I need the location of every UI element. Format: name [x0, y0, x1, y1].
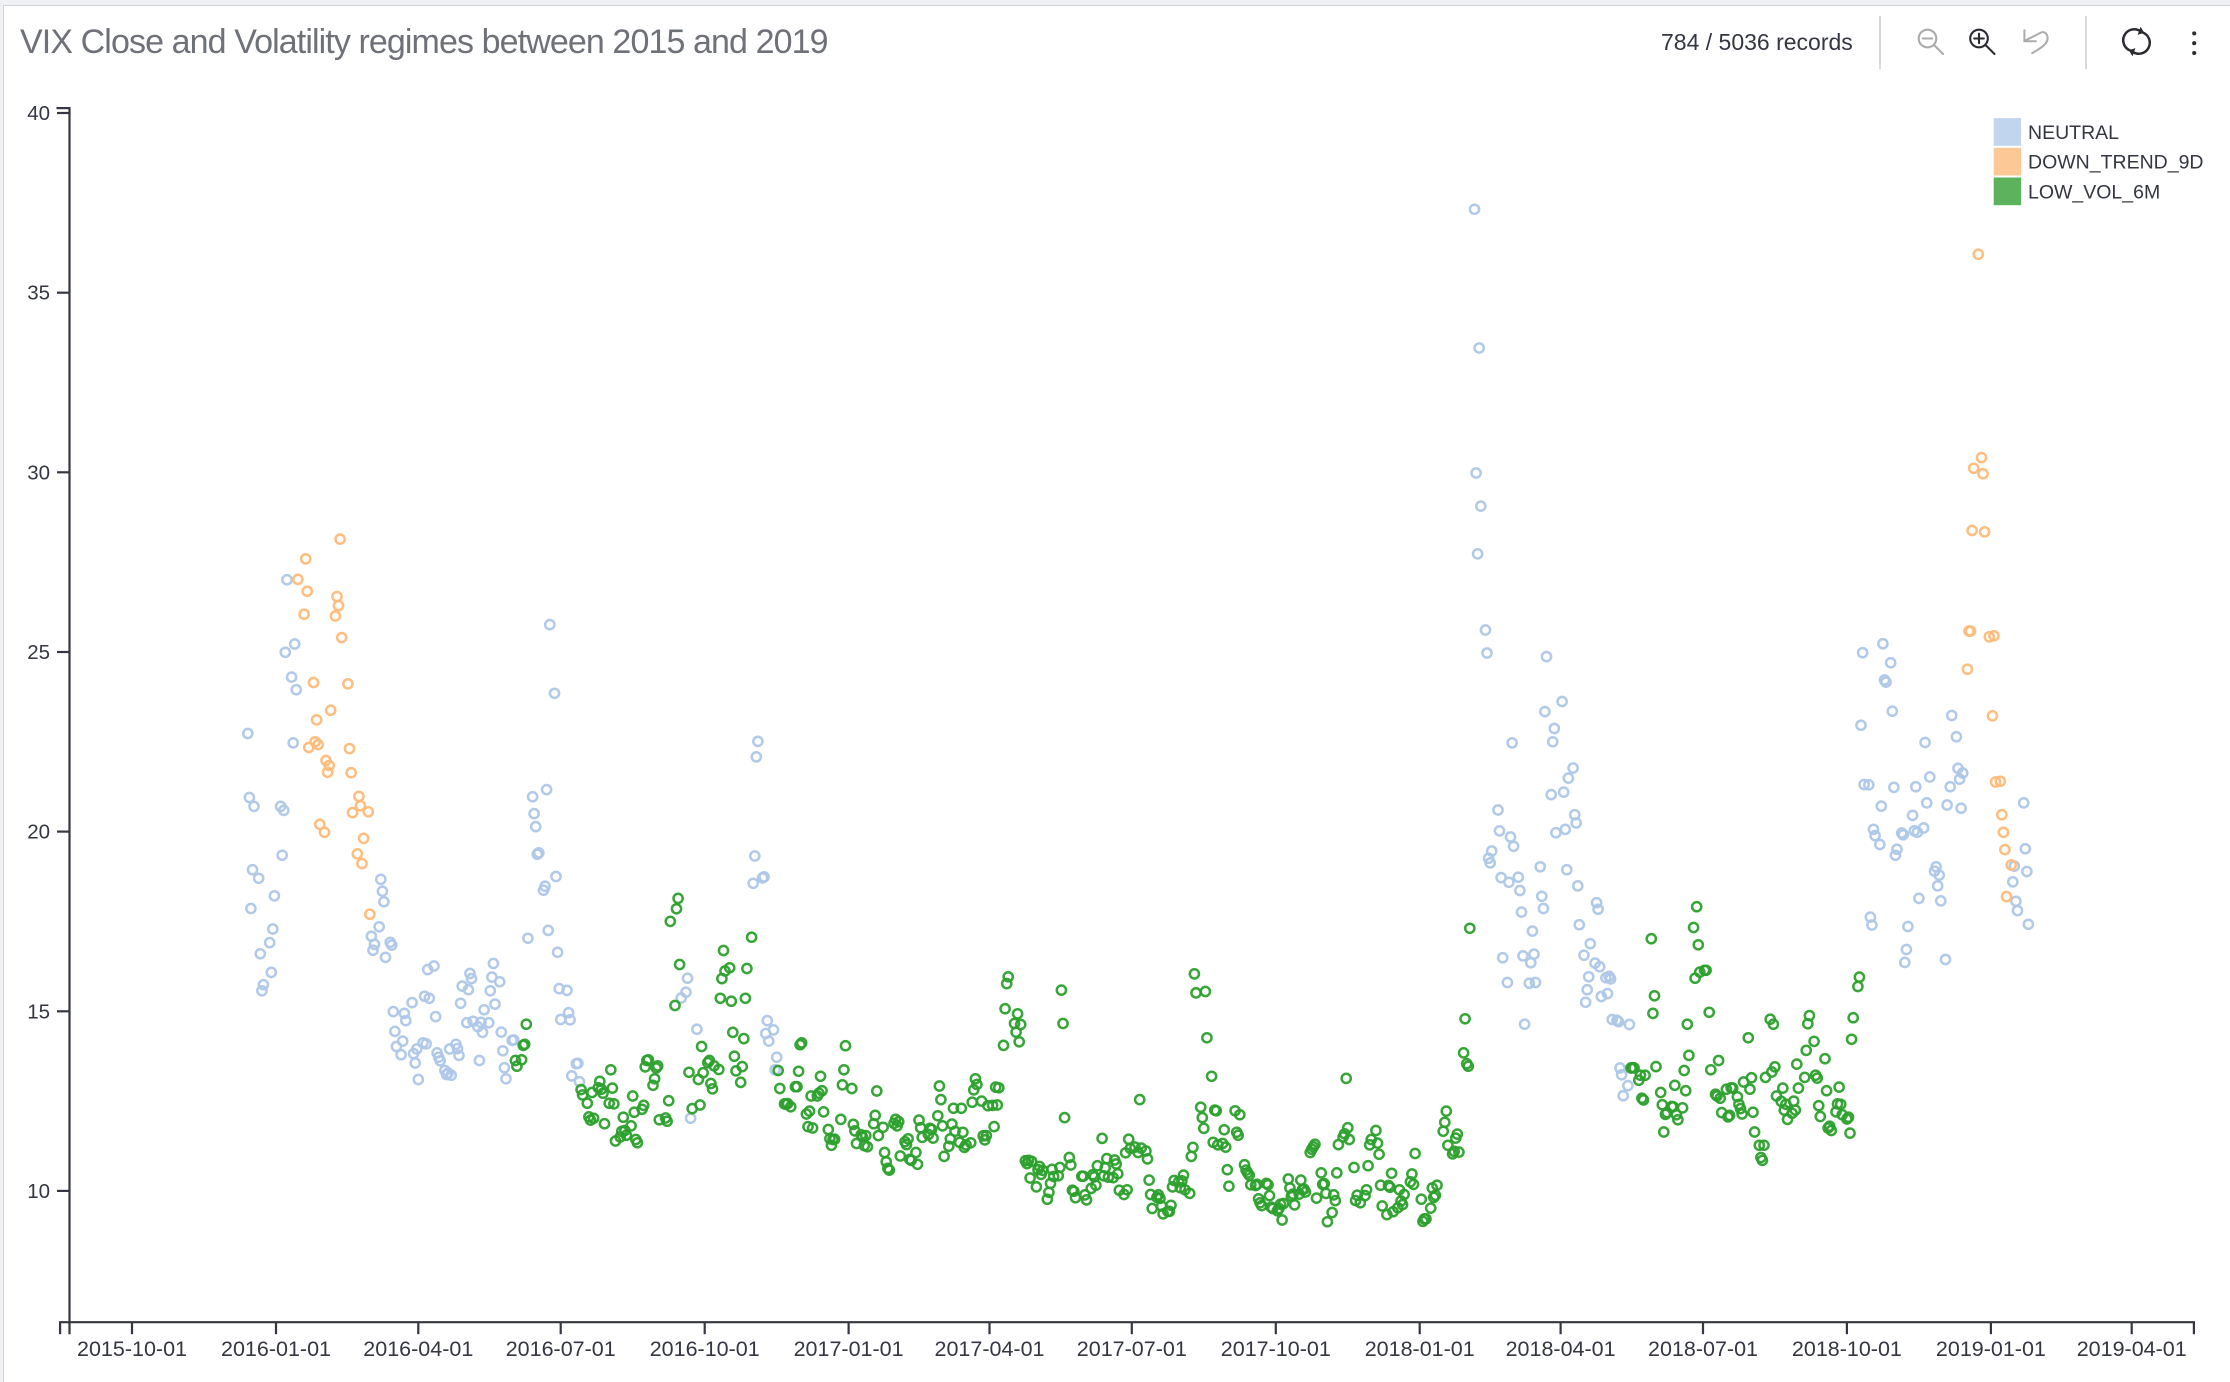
svg-text:2016-10-01: 2016-10-01	[650, 1337, 760, 1361]
svg-text:40: 40	[27, 102, 50, 125]
svg-text:2015-10-01: 2015-10-01	[77, 1337, 187, 1361]
svg-text:2017-04-01: 2017-04-01	[935, 1337, 1045, 1361]
svg-text:20: 20	[27, 821, 50, 844]
svg-text:10: 10	[27, 1180, 50, 1203]
svg-text:15: 15	[27, 1000, 50, 1023]
svg-text:35: 35	[27, 282, 50, 305]
svg-text:2017-10-01: 2017-10-01	[1221, 1337, 1331, 1361]
svg-text:LOW_VOL_6M: LOW_VOL_6M	[2028, 181, 2160, 203]
svg-text:30: 30	[27, 461, 50, 484]
svg-text:2018-01-01: 2018-01-01	[1365, 1337, 1475, 1361]
svg-text:2016-01-01: 2016-01-01	[221, 1337, 331, 1361]
svg-text:2018-04-01: 2018-04-01	[1506, 1337, 1616, 1361]
svg-text:2018-07-01: 2018-07-01	[1648, 1337, 1758, 1361]
svg-text:2016-07-01: 2016-07-01	[506, 1337, 616, 1361]
svg-text:2017-07-01: 2017-07-01	[1077, 1337, 1187, 1361]
svg-text:25: 25	[27, 641, 50, 664]
svg-text:2018-10-01: 2018-10-01	[1792, 1337, 1902, 1361]
svg-text:2019-04-01: 2019-04-01	[2077, 1337, 2187, 1361]
svg-text:2019-01-01: 2019-01-01	[1936, 1337, 2046, 1361]
svg-text:NEUTRAL: NEUTRAL	[2028, 122, 2119, 144]
svg-text:2017-01-01: 2017-01-01	[794, 1337, 904, 1361]
svg-text:DOWN_TREND_9D: DOWN_TREND_9D	[2028, 152, 2204, 174]
svg-text:2016-04-01: 2016-04-01	[363, 1337, 473, 1361]
